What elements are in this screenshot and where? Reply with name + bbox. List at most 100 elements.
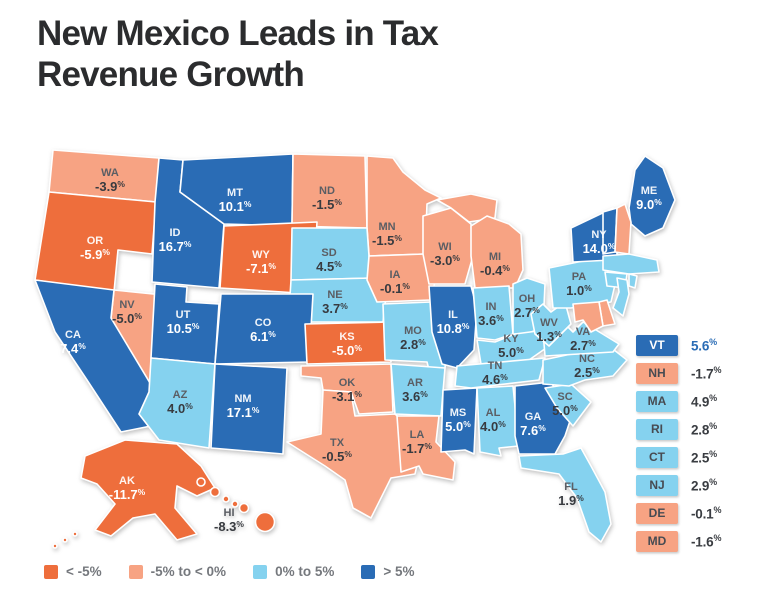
state-abbr-label-va: VA xyxy=(576,326,591,338)
state-shape-mi_up xyxy=(436,193,498,223)
panel-state-value-md: -1.6% xyxy=(691,532,722,550)
state-value-label-il: 10.8% xyxy=(437,321,470,336)
state-shape-hi_6 xyxy=(254,511,276,533)
legend-item-zero_to_5: 0% to 5% xyxy=(253,564,334,579)
state-abbr-label-ny: NY xyxy=(591,229,607,241)
legend-item-gt_5: > 5% xyxy=(361,564,415,579)
state-abbr-label-ca: CA xyxy=(65,329,81,341)
state-shape-nh xyxy=(614,203,632,255)
state-value-label-ky: 5.0% xyxy=(498,345,524,360)
northeast-states-panel: VT 5.6% NH -1.7% MA 4.9% RI 2.8% CT 2.5% NJ 2.9% DE -… xyxy=(636,331,721,555)
state-value-label-ms: 5.0% xyxy=(445,419,471,434)
state-value-label-sd: 4.5% xyxy=(316,259,342,274)
state-abbr-label-nd: ND xyxy=(319,185,335,197)
state-abbr-label-mt: MT xyxy=(227,187,243,199)
state-value-label-mn: -1.5% xyxy=(372,233,402,248)
state-abbr-label-me: ME xyxy=(641,185,658,197)
state-value-label-pa: 1.0% xyxy=(566,283,592,298)
state-abbr-label-ak: AK xyxy=(119,475,135,487)
state-abbr-label-oh: OH xyxy=(519,293,536,305)
panel-row-nj: NJ 2.9% xyxy=(636,471,721,499)
state-abbr-label-id: ID xyxy=(170,227,181,239)
panel-state-box-vt: VT xyxy=(636,334,678,356)
state-abbr-label-mi: MI xyxy=(489,251,501,263)
state-abbr-label-in: IN xyxy=(486,301,497,313)
state-value-label-wa: -3.9% xyxy=(95,179,125,194)
legend-item-neg5_to_0: -5% to < 0% xyxy=(128,564,227,579)
state-value-label-ut: 10.5% xyxy=(167,321,200,336)
state-abbr-label-or: OR xyxy=(87,235,104,247)
state-shape-mi xyxy=(470,215,524,289)
state-value-label-or: -5.9% xyxy=(80,247,110,262)
state-abbr-label-tx: TX xyxy=(330,437,345,449)
state-value-label-ks: -5.0% xyxy=(332,343,362,358)
state-abbr-label-co: CO xyxy=(255,317,272,329)
state-value-label-tn: 4.6% xyxy=(482,372,508,387)
state-value-label-tx: -0.5% xyxy=(322,449,352,464)
state-abbr-label-tn: TN xyxy=(488,360,503,372)
state-abbr-label-az: AZ xyxy=(173,389,188,401)
legend-label-lt_neg5: < -5% xyxy=(66,564,102,579)
panel-row-nh: NH -1.7% xyxy=(636,359,721,387)
state-abbr-label-sc: SC xyxy=(557,391,572,403)
state-shape-hi_2 xyxy=(209,486,221,498)
state-shape-nm xyxy=(210,363,288,455)
state-shape-tn xyxy=(454,357,546,389)
state-value-label-nd: -1.5% xyxy=(312,197,342,212)
state-abbr-label-mn: MN xyxy=(378,221,395,233)
state-abbr-label-ks: KS xyxy=(339,331,354,343)
state-abbr-label-nc: NC xyxy=(579,353,595,365)
state-abbr-label-ms: MS xyxy=(450,407,467,419)
state-value-label-in: 3.6% xyxy=(478,313,504,328)
panel-state-value-nj: 2.9% xyxy=(691,476,717,494)
legend-label-zero_to_5: 0% to 5% xyxy=(275,564,335,579)
state-value-label-co: 6.1% xyxy=(250,329,276,344)
state-value-label-mt: 10.1% xyxy=(219,199,252,214)
state-abbr-label-al: AL xyxy=(486,407,501,419)
state-abbr-label-nm: NM xyxy=(234,393,251,405)
state-value-label-mo: 2.8% xyxy=(400,337,426,352)
state-abbr-label-ok: OK xyxy=(339,377,356,389)
state-abbr-label-wi: WI xyxy=(438,241,451,253)
state-value-label-nm: 17.1% xyxy=(227,405,260,420)
legend-label-gt_5: > 5% xyxy=(383,564,415,579)
state-abbr-label-fl: FL xyxy=(564,481,578,493)
panel-state-value-ct: 2.5% xyxy=(691,448,717,466)
state-value-label-oh: 2.7% xyxy=(514,305,540,320)
state-abbr-label-wv: WV xyxy=(540,317,558,329)
panel-row-ma: MA 4.9% xyxy=(636,387,721,415)
panel-row-ct: CT 2.5% xyxy=(636,443,721,471)
state-abbr-label-wa: WA xyxy=(101,167,119,179)
legend-swatch-gt_5 xyxy=(361,564,376,579)
state-shape-tx xyxy=(286,389,424,519)
state-abbr-label-ia: IA xyxy=(390,269,401,281)
state-abbr-label-ne: NE xyxy=(327,289,342,301)
state-value-label-ak: -11.7% xyxy=(109,487,146,502)
state-value-label-al: 4.0% xyxy=(480,419,506,434)
state-value-label-wy: -7.1% xyxy=(246,261,276,276)
state-value-label-hi: -8.3% xyxy=(214,519,244,534)
panel-state-value-ma: 4.9% xyxy=(691,392,717,410)
state-abbr-label-ky: KY xyxy=(503,333,519,345)
legend: < -5% -5% to < 0% 0% to 5% > 5% xyxy=(44,564,415,579)
state-shape-hi_5 xyxy=(238,502,250,514)
legend-swatch-zero_to_5 xyxy=(253,564,268,579)
state-shape-nj xyxy=(612,277,630,317)
legend-label-neg5_to_0: -5% to < 0% xyxy=(150,564,227,579)
state-shape-ma xyxy=(602,253,660,275)
state-value-label-az: 4.0% xyxy=(167,401,193,416)
state-shape-ri xyxy=(628,273,638,289)
state-value-label-ia: -0.1% xyxy=(380,281,410,296)
state-value-label-ca: 7.4% xyxy=(60,341,86,356)
panel-state-box-ri: RI xyxy=(636,418,678,440)
state-shape-hi_1 xyxy=(196,477,206,487)
state-value-label-nv: -5.0% xyxy=(112,311,142,326)
state-shape-il xyxy=(428,285,478,369)
legend-item-lt_neg5: < -5% xyxy=(44,564,102,579)
state-shape-md xyxy=(572,301,604,333)
panel-row-vt: VT 5.6% xyxy=(636,331,721,359)
state-shape-ak_isl2 xyxy=(52,543,58,549)
state-abbr-label-ar: AR xyxy=(407,377,423,389)
state-shape-al xyxy=(476,385,520,457)
